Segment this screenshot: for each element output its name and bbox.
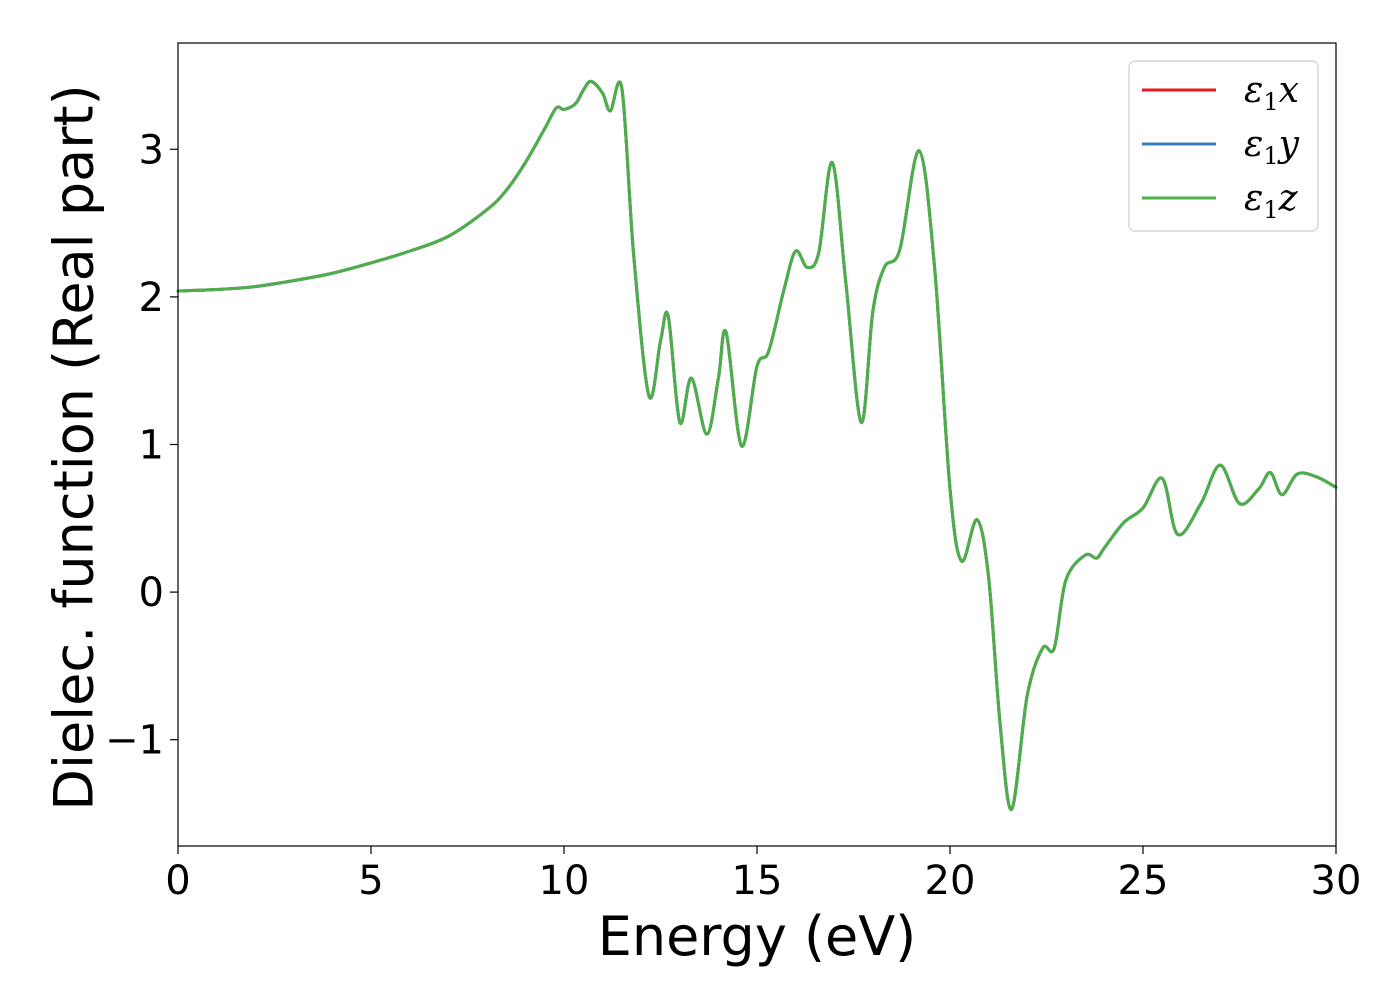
x-tick-label: 25: [1118, 858, 1169, 904]
x-tick-label: 20: [925, 858, 976, 904]
x-tick-label: 10: [539, 858, 590, 904]
y-axis-ticks: −1 0 1 2 3: [105, 127, 178, 764]
y-tick-label: 2: [139, 275, 164, 321]
y-tick-label: 0: [139, 570, 164, 616]
x-axis-ticks: 0 5 10 15 20 25 30: [165, 846, 1361, 904]
x-tick-label: 30: [1311, 858, 1362, 904]
y-tick-label: 3: [139, 127, 164, 173]
x-tick-label: 5: [358, 858, 383, 904]
legend-label-z: ε1z: [1244, 178, 1299, 224]
legend-label-x: ε1x: [1244, 70, 1299, 116]
legend: ε1x ε1y ε1z: [1128, 60, 1319, 232]
legend-label-y: ε1y: [1244, 124, 1300, 170]
x-tick-label: 0: [165, 858, 190, 904]
x-axis-label: Energy (eV): [598, 905, 917, 968]
y-tick-label: −1: [105, 718, 164, 764]
y-axis-label: Dielec. function (Real part): [43, 84, 106, 810]
series-line-z: [176, 79, 1338, 811]
x-tick-label: 15: [732, 858, 783, 904]
y-tick-label: 1: [139, 423, 164, 469]
series-layer: [176, 79, 1338, 811]
legend-box: [1128, 60, 1319, 232]
